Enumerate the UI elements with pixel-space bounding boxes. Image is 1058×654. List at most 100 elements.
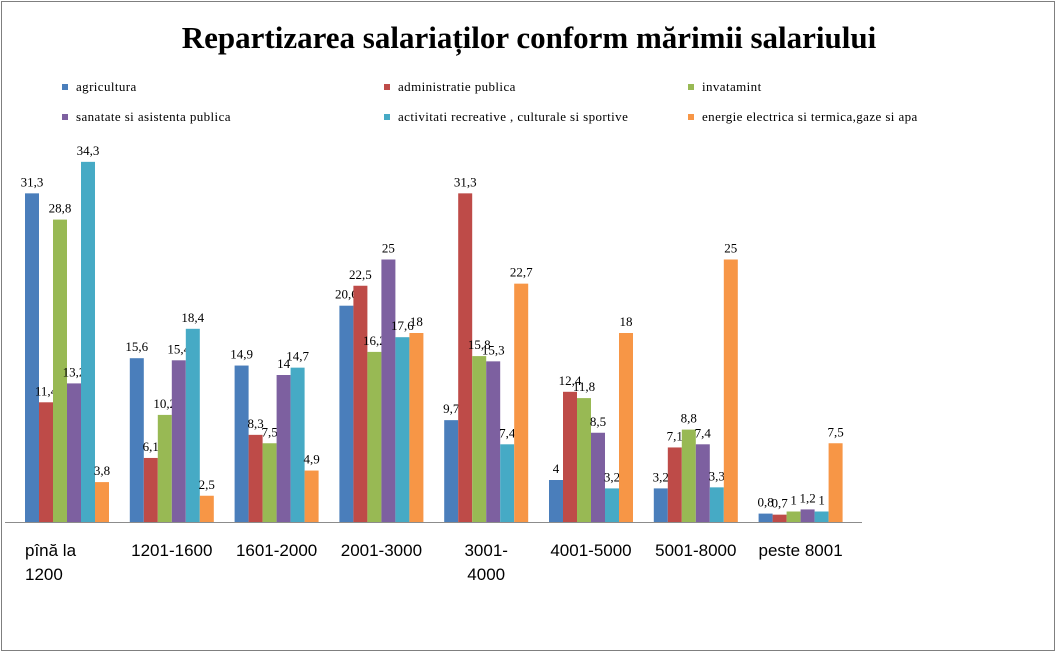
- data-label: 14,7: [286, 349, 309, 364]
- bar: [577, 398, 591, 522]
- data-label: 3,8: [94, 463, 110, 478]
- category-label: 4000: [467, 565, 505, 584]
- legend-label: invatamint: [702, 79, 762, 94]
- legend-label: sanatate si asistenta publica: [76, 109, 231, 124]
- legend-item: agricultura: [62, 79, 137, 95]
- category-label: 1601-2000: [236, 541, 317, 560]
- bar: [458, 193, 473, 522]
- data-label: 17,6: [391, 318, 414, 333]
- bar: [95, 482, 109, 522]
- data-label: 3,3: [709, 468, 725, 483]
- bar: [157, 414, 172, 522]
- data-label: 7,4: [695, 425, 712, 440]
- data-label: 18: [620, 314, 633, 329]
- category-label: peste 8001: [759, 541, 843, 560]
- bar: [171, 360, 186, 522]
- bar: [653, 488, 668, 522]
- data-label: 22,5: [349, 267, 372, 282]
- data-label: 18: [410, 314, 423, 329]
- category-label: 4001-5000: [550, 541, 631, 560]
- legend-swatch: [384, 114, 390, 120]
- data-label: 8,3: [247, 416, 263, 431]
- category-label: 1201-1600: [131, 541, 212, 560]
- bar: [339, 305, 354, 522]
- data-label: 3,2: [653, 469, 669, 484]
- data-label: 15,3: [482, 342, 505, 357]
- bar: [563, 391, 577, 522]
- legend-item: invatamint: [688, 79, 762, 95]
- bar: [67, 383, 81, 522]
- data-label: 16,2: [363, 333, 386, 348]
- data-label: 4: [553, 461, 560, 476]
- bar: [129, 358, 144, 522]
- category-label: 1200: [25, 565, 63, 584]
- data-label: 22,7: [510, 265, 533, 280]
- bar: [367, 351, 382, 522]
- data-label: 1: [818, 493, 825, 508]
- bar: [25, 193, 39, 522]
- bar: [39, 402, 53, 522]
- legend-label: administratie publica: [398, 79, 516, 94]
- bar: [395, 337, 410, 522]
- bar: [800, 509, 815, 522]
- bar: [828, 443, 843, 522]
- bar: [81, 161, 95, 522]
- bar: [723, 259, 738, 522]
- legend-swatch: [62, 84, 68, 90]
- category-label: 3001-: [464, 541, 507, 560]
- data-label: 12,4: [559, 373, 582, 388]
- legend-swatch: [62, 114, 68, 120]
- data-label: 7,4: [499, 425, 516, 440]
- legend-label: energie electrica si termica,gaze si apa: [702, 109, 918, 124]
- data-label: 9,7: [443, 401, 460, 416]
- data-label: 14: [277, 356, 291, 371]
- data-label: 6,1: [143, 439, 159, 454]
- data-label: 11,8: [573, 379, 595, 394]
- bar: [695, 444, 710, 522]
- data-label: 3,2: [604, 469, 620, 484]
- data-label: 31,3: [21, 174, 44, 189]
- bar: [486, 361, 501, 522]
- data-label: 34,3: [77, 143, 100, 158]
- bar: [185, 328, 200, 522]
- bar: [248, 434, 263, 522]
- bar: [758, 513, 773, 522]
- bar: [786, 511, 801, 522]
- data-label: 15,4: [167, 341, 190, 356]
- legend-label: agricultura: [76, 79, 137, 94]
- data-label: 7,5: [261, 424, 277, 439]
- data-label: 7,1: [667, 428, 683, 443]
- bar: [262, 443, 277, 522]
- data-label: 25: [382, 241, 395, 256]
- legend-item: administratie publica: [384, 79, 516, 95]
- bar: [591, 432, 605, 522]
- legend-swatch: [688, 114, 694, 120]
- bar: [290, 367, 305, 522]
- bar: [381, 259, 396, 522]
- bar: [444, 420, 459, 522]
- data-label: 8,5: [590, 414, 606, 429]
- bar: [143, 457, 158, 522]
- legend-item: energie electrica si termica,gaze si apa: [688, 109, 918, 125]
- data-label: 4,9: [303, 452, 319, 467]
- data-label: 1,2: [799, 490, 815, 505]
- bar: [409, 333, 424, 522]
- bar: [709, 487, 724, 522]
- bar: [276, 375, 291, 522]
- data-label: 2,5: [199, 477, 215, 492]
- legend-swatch: [384, 84, 390, 90]
- category-label: pînă la: [25, 541, 77, 560]
- data-label: 7,5: [827, 424, 843, 439]
- bar: [619, 333, 633, 522]
- bar: [53, 219, 67, 522]
- bar: [667, 447, 682, 522]
- bar: [234, 365, 249, 522]
- bar: [772, 514, 787, 522]
- legend-label: activitati recreative , culturale si spo…: [398, 109, 629, 124]
- data-label: 25: [724, 241, 737, 256]
- data-label: 8,8: [681, 411, 697, 426]
- data-label: 28,8: [49, 201, 72, 216]
- data-label: 1: [790, 493, 797, 508]
- data-label: 14,9: [230, 347, 253, 362]
